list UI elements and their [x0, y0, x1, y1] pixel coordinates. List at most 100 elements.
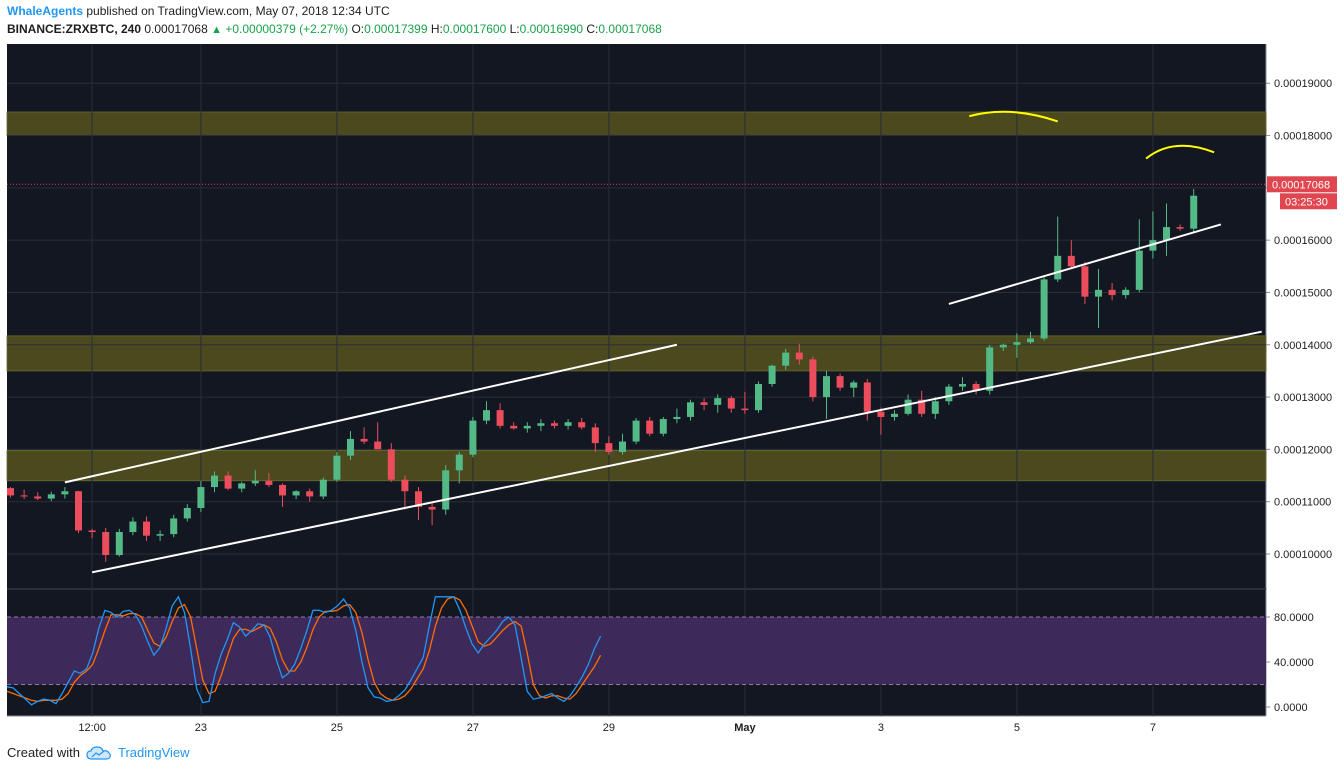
candle-down [1067, 255, 1075, 267]
time-axis-label: 25 [331, 722, 343, 734]
tradingview-brand[interactable]: TradingView [117, 745, 190, 760]
stochastic-k-line [6, 595, 602, 706]
candle-up [619, 441, 626, 452]
time-axis-label: 3 [878, 722, 884, 734]
candle-down [88, 530, 96, 533]
candle-down [972, 384, 980, 391]
up-arrow-icon: ▲ [211, 24, 222, 36]
candle-up [47, 494, 55, 499]
candle-up [986, 347, 994, 391]
oscillator-axis-label: 40.0000 [1274, 657, 1314, 669]
price-axis-label: 0.00010000 [1274, 549, 1332, 561]
trend-line [64, 343, 678, 484]
candle-up [238, 483, 246, 489]
price-change: +0.00000379 (+2.27%) [225, 22, 349, 36]
high-label: H: [430, 22, 443, 36]
candle-up [455, 454, 463, 471]
candle-down [727, 398, 735, 409]
created-with-text: Created with [7, 745, 80, 760]
candle-down [224, 475, 232, 489]
candle-up [1095, 289, 1102, 297]
candle-up [442, 470, 450, 510]
candle-up [1135, 250, 1143, 290]
candle-down [918, 399, 926, 414]
candle-up [768, 365, 776, 384]
candle-up [687, 402, 694, 417]
candle-up [469, 420, 477, 455]
candle-up [115, 532, 123, 556]
candle-down [20, 495, 28, 497]
low-label: L: [509, 22, 520, 36]
close-value: 0.00017068 [598, 22, 662, 36]
candle-up [183, 507, 191, 519]
candle-up [564, 422, 572, 426]
symbol-info: BINANCE:ZRXBTC, 240 0.00017068 ▲ +0.0000… [7, 22, 662, 36]
candle-up [1190, 195, 1198, 229]
time-axis-label: May [734, 722, 756, 734]
candle-up [945, 386, 953, 402]
symbol-label: BINANCE:ZRXBTC, 240 [7, 22, 142, 36]
candle-down [387, 449, 395, 480]
time-axis-label: 29 [603, 722, 615, 734]
candle-down [265, 480, 273, 485]
last-price-label: 0.00017068 [1272, 179, 1330, 191]
support-resistance-zone [6, 450, 1267, 482]
candle-down [836, 376, 844, 388]
published-text: published on TradingView.com, May 07, 20… [86, 4, 390, 18]
candle-up [959, 384, 966, 387]
candle-up [782, 352, 790, 366]
candle-up [319, 479, 327, 497]
candle-down [143, 521, 150, 536]
candle-up [1149, 240, 1157, 251]
candle-down [877, 411, 885, 417]
candle-up [673, 416, 681, 420]
candle-up [931, 401, 939, 414]
candle-down [605, 443, 613, 452]
candle-up [755, 384, 762, 411]
candle-down [34, 496, 42, 499]
time-axis-label: 27 [467, 722, 479, 734]
support-resistance-zone [6, 111, 1267, 136]
candle-down [75, 491, 82, 531]
candle-down [360, 438, 368, 442]
cloud-logo-icon [86, 745, 111, 760]
candle-up [292, 491, 300, 496]
time-axis-label: 23 [195, 722, 207, 734]
candle-up [483, 410, 490, 421]
price-axis-label: 0.00016000 [1274, 235, 1332, 247]
candle-down [1176, 227, 1184, 229]
candle-up [891, 413, 898, 417]
chart-background [7, 44, 1266, 716]
candle-up [1054, 255, 1062, 280]
price-axis-label: 0.00012000 [1274, 444, 1332, 456]
price-axis-label: 0.00011000 [1274, 497, 1331, 509]
candle-up [850, 382, 858, 388]
last-price-tag [1267, 176, 1337, 193]
candle-down [795, 352, 803, 360]
candle-down [809, 359, 817, 398]
candle-up [197, 487, 205, 508]
candle-down [401, 479, 409, 492]
candle-up [1163, 227, 1170, 241]
stochastic-d-line [6, 596, 602, 703]
candle-up [1122, 289, 1130, 296]
author-name[interactable]: WhaleAgents [7, 4, 84, 18]
candle-down [496, 410, 504, 426]
candle-up [823, 376, 830, 398]
candle-up [129, 521, 137, 533]
candle-down [415, 491, 422, 507]
candle-down [591, 427, 599, 444]
candle-down [428, 506, 436, 510]
candle-up [904, 399, 912, 414]
candle-up [632, 420, 640, 442]
candle-up [211, 475, 218, 488]
footer: Created with TradingView [7, 745, 190, 760]
candle-down [741, 408, 749, 411]
candle-up [537, 423, 545, 426]
open-value: 0.00017399 [364, 22, 428, 36]
annotation-arc [1145, 144, 1215, 160]
time-axis-label: 7 [1150, 722, 1156, 734]
candle-down [102, 532, 110, 556]
open-label: O: [351, 22, 365, 36]
